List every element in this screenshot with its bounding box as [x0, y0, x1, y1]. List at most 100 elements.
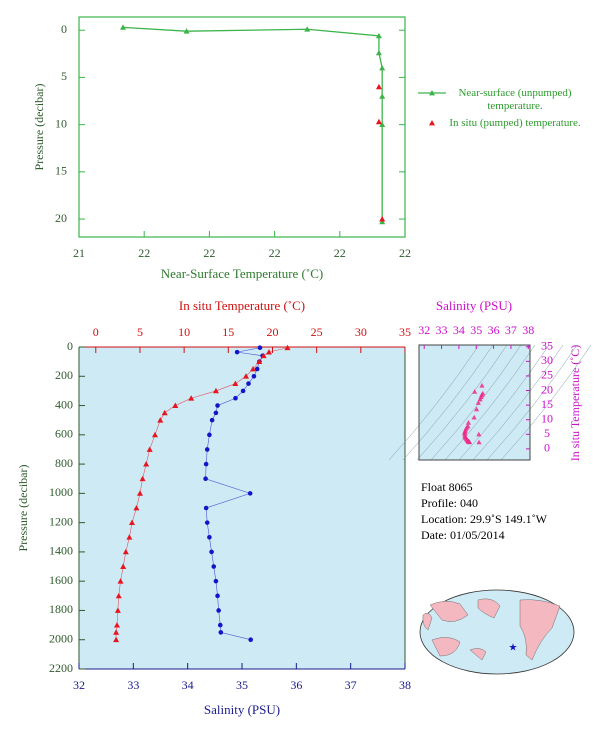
point: [211, 564, 217, 569]
x-tick-label: 22: [399, 246, 411, 260]
point: [126, 534, 133, 540]
contour: [486, 344, 578, 461]
y-tick-label: 30: [541, 353, 553, 367]
x-tick-label: 0: [93, 325, 99, 339]
ts-point: [473, 406, 480, 412]
plot-frame: [418, 344, 531, 461]
point: [129, 519, 136, 526]
y-tick-label: 800: [55, 456, 73, 470]
y-tick-label: 2200: [49, 661, 73, 675]
y-axis-title: Pressure (decibar): [16, 465, 30, 552]
contour: [500, 344, 592, 461]
y-tick-label: 1600: [49, 573, 73, 587]
y-tick-label: 10: [541, 411, 553, 425]
ts-point: [475, 400, 481, 405]
x-tick-label: 32: [418, 323, 430, 337]
legend-marker: [429, 120, 435, 126]
x-tick-label: 20: [266, 325, 278, 339]
x-tick-label: 38: [399, 678, 411, 692]
x-tick-label: 34: [182, 678, 194, 692]
point: [375, 32, 382, 39]
x-axis-title: Salinity (PSU): [204, 702, 280, 717]
series-line: [122, 26, 383, 222]
point: [120, 563, 127, 569]
point: [379, 93, 386, 99]
point: [379, 218, 386, 225]
y-tick-label: 1800: [49, 602, 73, 616]
point: [139, 475, 146, 482]
point: [172, 402, 179, 408]
point: [375, 118, 382, 125]
point: [379, 121, 386, 128]
point: [304, 26, 311, 32]
y-tick-label: 2000: [49, 631, 73, 645]
y-tick-label: 20: [55, 211, 67, 225]
point: [379, 216, 386, 222]
x-tick-label: 35: [236, 678, 248, 692]
point: [122, 548, 129, 555]
point: [209, 549, 214, 555]
x-tick-label: 25: [311, 325, 323, 339]
point: [115, 592, 122, 599]
point: [213, 578, 219, 584]
y-tick-label: 25: [541, 368, 553, 382]
point: [375, 49, 382, 56]
legend-entry: Near-surface (unpumped) temperature.: [458, 87, 572, 112]
y-tick-label: 0: [67, 339, 73, 353]
point: [257, 345, 263, 351]
point: [215, 593, 220, 599]
point: [379, 64, 386, 71]
x-axis-title: Near-Surface Temperature (˚C): [161, 266, 323, 281]
x-tick-label: 22: [334, 246, 346, 260]
y-tick-label: 10: [55, 116, 67, 130]
point: [151, 431, 158, 438]
point: [232, 380, 239, 386]
x-tick-label: 33: [436, 323, 448, 337]
point: [260, 352, 267, 359]
series-line: [115, 347, 288, 640]
x-tick-label: 22: [269, 246, 281, 260]
point: [183, 28, 190, 34]
y-tick-label: 400: [55, 397, 73, 411]
y-tick-label: 15: [55, 164, 67, 178]
point: [113, 629, 120, 635]
info-line: Profile: 040: [421, 496, 478, 510]
point: [143, 461, 150, 467]
point: [251, 373, 257, 379]
ts-point: [476, 431, 482, 437]
point: [120, 24, 127, 30]
info-line: Float 8065: [421, 480, 473, 494]
x-tick-label: 15: [222, 325, 234, 339]
y-tick-label: 1400: [49, 544, 73, 558]
ts-point: [465, 420, 472, 425]
x2-axis-title: In situ Temperature (˚C): [179, 298, 305, 313]
y-tick-label: 0: [61, 22, 67, 36]
y-tick-label: 600: [55, 427, 73, 441]
ts-point: [462, 430, 468, 436]
point: [218, 630, 224, 635]
contour: [444, 344, 536, 461]
point: [161, 409, 168, 416]
y-tick-label: 0: [544, 441, 550, 455]
y-tick-label: 200: [55, 368, 73, 382]
point: [216, 608, 221, 613]
y-axis-title: Pressure (decibar): [32, 84, 46, 171]
inset-y-title: In situ Temperature (˚C): [568, 345, 582, 462]
point: [234, 349, 240, 355]
contour: [388, 344, 480, 461]
ts-point: [479, 382, 485, 388]
point: [203, 505, 209, 511]
ts-point: [476, 439, 482, 445]
x-tick-label: 30: [355, 325, 367, 339]
contour: [458, 344, 550, 461]
point: [256, 358, 263, 365]
point: [117, 578, 124, 584]
point: [146, 446, 153, 452]
y-tick-label: 1000: [49, 485, 73, 499]
point: [265, 349, 272, 355]
legend-marker: [429, 90, 435, 96]
point: [248, 637, 253, 643]
info-line: Date: 01/05/2014: [421, 528, 505, 542]
point: [207, 432, 212, 438]
